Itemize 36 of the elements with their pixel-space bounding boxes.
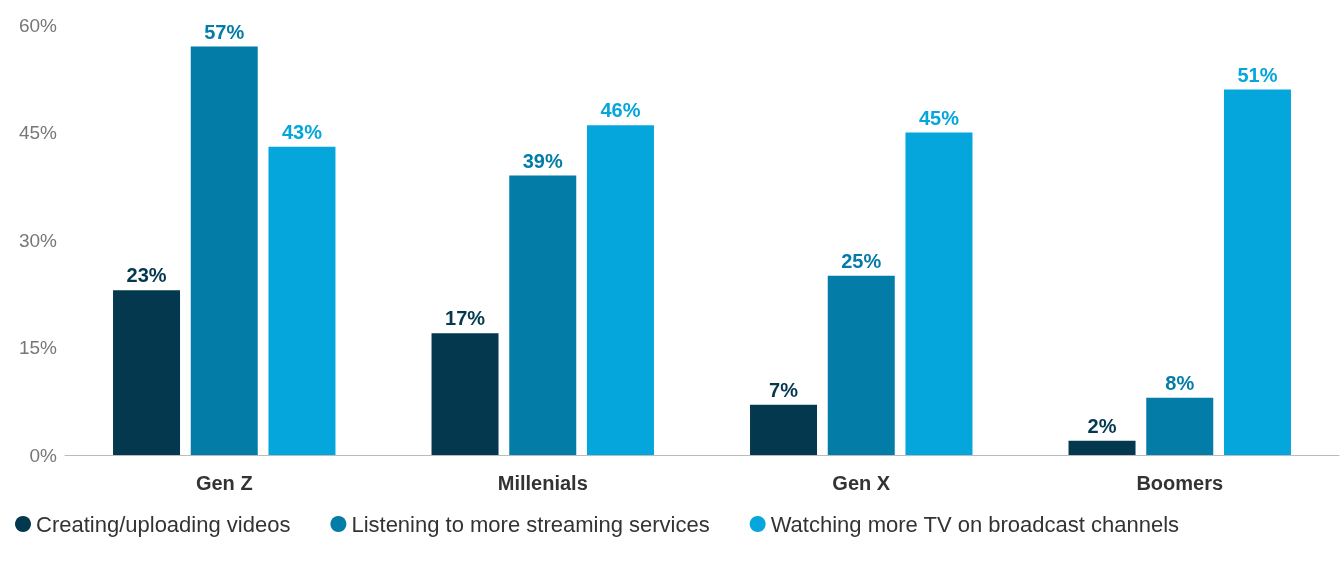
y-tick-label: 45% [18,122,58,143]
bar [509,175,577,455]
y-tick-label: 0% [29,444,58,466]
bar [750,404,818,455]
x-tick-label: Gen X [832,472,891,494]
bar [268,146,336,455]
data-label: 2% [1087,414,1117,437]
data-label: 23% [126,264,167,287]
legend-label: Watching more TV on broadcast channels [770,511,1180,537]
bar [586,125,654,455]
bar [113,290,181,455]
y-tick-label: 30% [18,229,58,251]
y-tick-label: 60% [18,14,58,36]
bar [1068,440,1136,455]
bar [1146,397,1214,455]
bar [190,46,258,455]
data-label: 43% [281,120,323,143]
x-tick-label: Gen Z [195,472,253,494]
data-label: 57% [204,20,245,43]
bar [905,132,973,455]
legend-label: Listening to more streaming services [351,511,710,537]
data-label: 51% [1237,63,1278,86]
data-label: 45% [918,106,960,129]
bar [827,275,895,455]
data-label: 39% [522,149,563,172]
x-tick-label: Boomers [1136,472,1224,494]
bar [1223,89,1291,455]
data-label: 8% [1165,371,1195,394]
data-label: 46% [600,99,641,122]
legend-label: Creating/uploading videos [36,511,291,537]
data-label: 17% [445,307,486,330]
bar [431,333,499,455]
y-tick-label: 15% [18,337,58,358]
data-label: 25% [841,249,882,272]
x-tick-label: Millenials [497,472,588,494]
data-label: 7% [769,378,799,401]
